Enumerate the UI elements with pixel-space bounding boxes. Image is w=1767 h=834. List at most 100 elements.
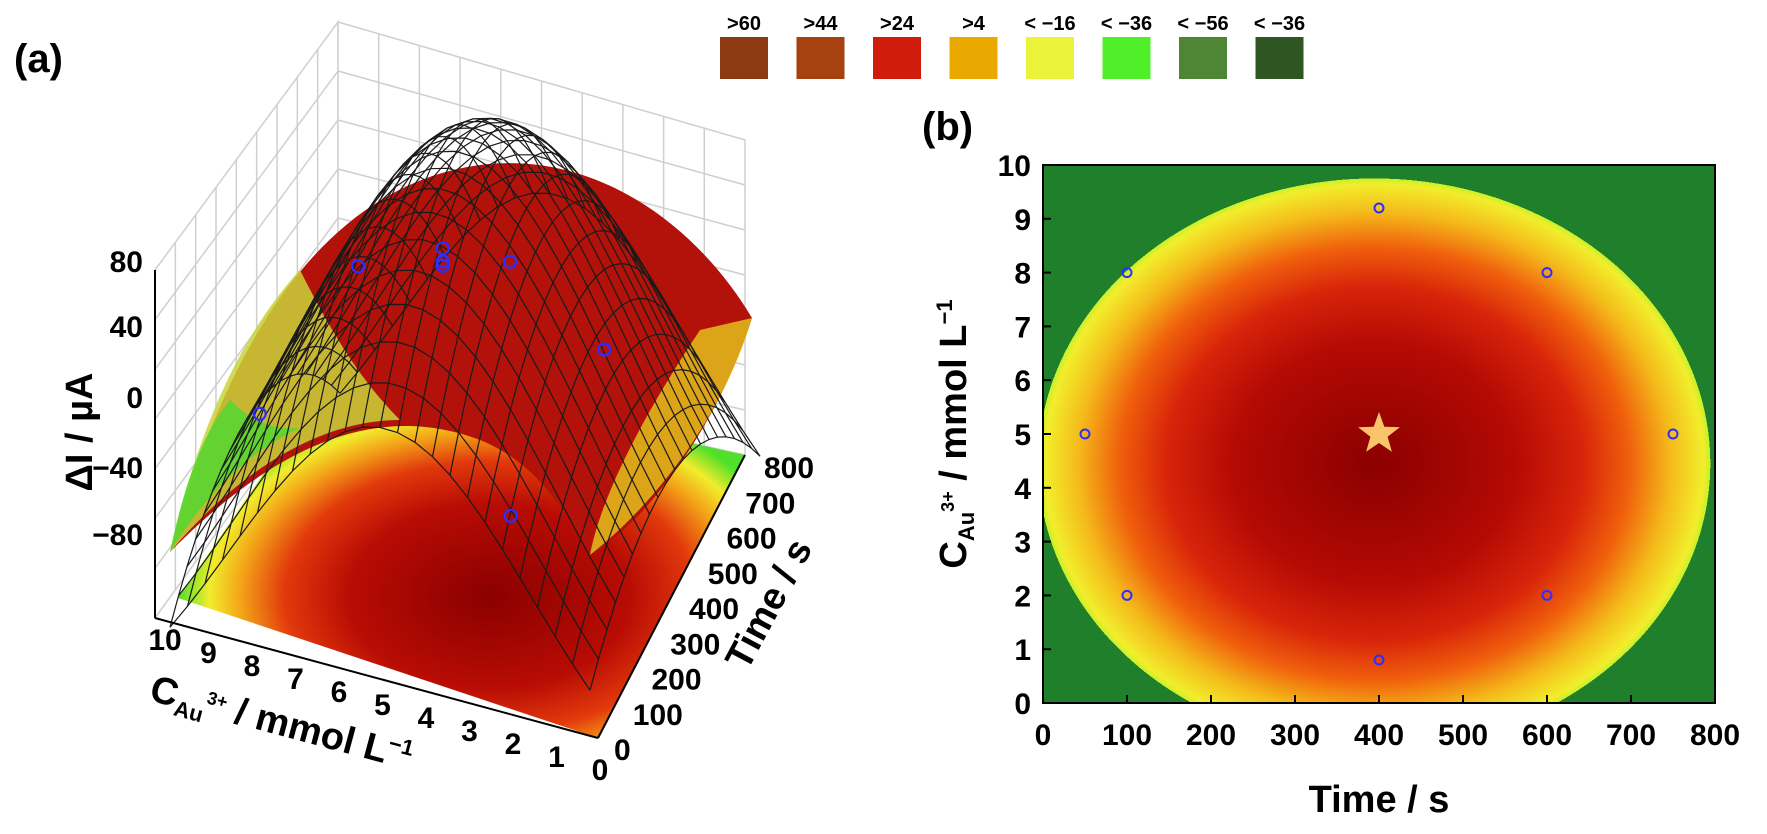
contour-x-tick-label: 400 bbox=[1354, 719, 1404, 752]
conc-title-rest: / mmol L bbox=[220, 688, 392, 772]
panel-b-label: (b) bbox=[922, 105, 973, 149]
design-point bbox=[435, 241, 450, 256]
mesh-line bbox=[220, 211, 642, 534]
mesh-line bbox=[296, 121, 719, 438]
contour-design-point bbox=[1079, 428, 1091, 440]
time-tick-label: 0 bbox=[614, 734, 631, 767]
surface-right-flank bbox=[590, 318, 752, 555]
mesh-line bbox=[288, 118, 710, 440]
contour-y-tick-label: 2 bbox=[1014, 580, 1031, 613]
design-point bbox=[435, 254, 450, 269]
contour-design-points bbox=[1079, 202, 1679, 666]
z-axis-title: ΔI / µA bbox=[59, 373, 101, 492]
conc-tick-label: 0 bbox=[592, 754, 609, 787]
contour-design-point bbox=[1373, 202, 1385, 214]
z-tick-label: −40 bbox=[92, 452, 143, 485]
legend-swatch bbox=[1255, 37, 1304, 79]
conc-tick-label: 3 bbox=[461, 715, 478, 748]
time-tick-label: 300 bbox=[670, 628, 720, 661]
legend-item: < −36 bbox=[1101, 13, 1152, 79]
design-points-3d bbox=[252, 241, 612, 523]
panel-a-label: (a) bbox=[14, 37, 63, 81]
conc-tick-label: 8 bbox=[244, 650, 261, 683]
surface-mesh bbox=[169, 117, 761, 691]
conc-tick-label: 9 bbox=[200, 637, 217, 670]
conc-title-sub: Au bbox=[171, 696, 206, 728]
z-tick-label: 0 bbox=[126, 382, 143, 415]
time-tick-label: 500 bbox=[708, 558, 758, 591]
legend-item: >60 bbox=[720, 13, 768, 79]
legend-swatch bbox=[1026, 37, 1074, 79]
time-tick-label: 800 bbox=[764, 452, 814, 485]
legend-swatch bbox=[873, 37, 921, 79]
legend-label: >24 bbox=[880, 13, 915, 35]
contour-design-point bbox=[1667, 428, 1679, 440]
contour-y-title-rest: / mmol L bbox=[933, 324, 975, 491]
mesh-line bbox=[245, 150, 668, 483]
contour-y-tick-label: 7 bbox=[1014, 311, 1031, 344]
design-point bbox=[435, 258, 450, 273]
contour-design-point bbox=[1373, 654, 1385, 666]
legend-label: < −56 bbox=[1177, 13, 1228, 35]
conc-tick-label: 4 bbox=[418, 702, 435, 735]
contour-x-title: Time / s bbox=[1309, 779, 1450, 821]
contour-y-title-c: C bbox=[933, 541, 975, 568]
legend-label: >4 bbox=[962, 13, 986, 35]
axes-3d bbox=[154, 270, 746, 739]
conc-tick-label: 1 bbox=[548, 741, 565, 774]
legend-label: < −16 bbox=[1024, 13, 1075, 35]
legend-item: >24 bbox=[873, 13, 921, 79]
contour-y-tick-label: 3 bbox=[1014, 527, 1031, 560]
time-tick-label: 600 bbox=[727, 523, 777, 556]
mesh-line bbox=[305, 129, 727, 438]
legend-item: >44 bbox=[796, 13, 845, 79]
conc-axis-line bbox=[154, 617, 599, 739]
contour-y-title-exp: −1 bbox=[932, 299, 957, 324]
design-point bbox=[351, 259, 366, 274]
legend-label: < −36 bbox=[1254, 13, 1305, 35]
conc-tick-label: 10 bbox=[148, 624, 181, 657]
contour-y-tick-label: 0 bbox=[1014, 688, 1031, 721]
contour-y-tick-label: 6 bbox=[1014, 365, 1031, 398]
z-axis-ticks: 80 40 0 −40 −80 bbox=[92, 246, 143, 552]
conc-tick-label: 6 bbox=[331, 676, 348, 709]
surface-left-green bbox=[170, 400, 300, 552]
mesh-line bbox=[322, 154, 744, 443]
mesh-line bbox=[254, 137, 676, 471]
contour-x-tick-label: 0 bbox=[1035, 719, 1052, 752]
panel-b: (b) 0 100 200 300 400 500 600 700 800 0 1 2 3 4 5 6 7 8 9… bbox=[922, 105, 1740, 821]
contour-y-tick-label: 4 bbox=[1014, 473, 1031, 506]
optimum-marker bbox=[1358, 412, 1400, 452]
legend-swatch bbox=[949, 37, 998, 79]
contour-x-ticks: 0 100 200 300 400 500 600 700 800 bbox=[1035, 695, 1740, 752]
contour-y-tick-label: 8 bbox=[1014, 258, 1031, 291]
time-tick-label: 200 bbox=[652, 664, 702, 697]
contour-y-title: CAu3+ / mmol L−1 bbox=[932, 299, 979, 568]
contour-design-point bbox=[1541, 589, 1553, 601]
time-tick-label: 700 bbox=[745, 487, 795, 520]
contour-x-tick-label: 100 bbox=[1102, 719, 1152, 752]
contour-x-tick-label: 700 bbox=[1606, 719, 1656, 752]
legend-label: >60 bbox=[727, 13, 761, 35]
legend-swatch bbox=[796, 37, 845, 79]
contour-x-tick-label: 300 bbox=[1270, 719, 1320, 752]
mesh-line bbox=[211, 238, 634, 555]
contour-y-title-sup: 3+ bbox=[938, 491, 958, 512]
surface-body bbox=[170, 163, 752, 555]
contour-y-title-sub: Au bbox=[954, 512, 979, 541]
time-tick-label: 400 bbox=[689, 593, 739, 626]
contour-x-tick-label: 500 bbox=[1438, 719, 1488, 752]
mesh-line bbox=[178, 382, 600, 660]
mesh-line bbox=[169, 426, 591, 691]
mesh-line bbox=[314, 139, 736, 439]
optimum-star bbox=[1358, 412, 1400, 452]
contour-y-ticks: 0 1 2 3 4 5 6 7 8 9 10 bbox=[998, 150, 1051, 721]
mesh-line bbox=[271, 120, 693, 451]
contour-design-point bbox=[1541, 267, 1553, 279]
contour-y-tick-label: 10 bbox=[998, 150, 1031, 183]
legend-item: >4 bbox=[949, 13, 998, 79]
legend-label: >44 bbox=[804, 13, 839, 35]
contour-y-tick-label: 5 bbox=[1014, 419, 1031, 452]
mesh-line bbox=[186, 341, 608, 630]
